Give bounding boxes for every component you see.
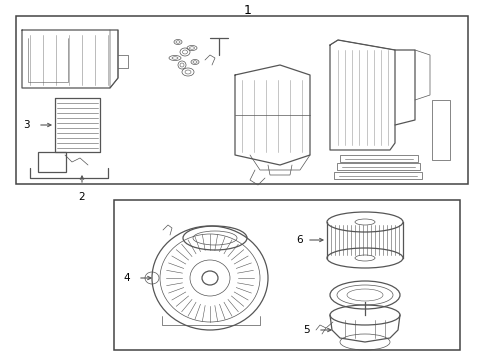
Text: 6: 6 <box>296 235 303 245</box>
Text: 2: 2 <box>79 192 85 202</box>
Bar <box>38 152 66 172</box>
Bar <box>114 200 460 350</box>
Text: 5: 5 <box>303 325 310 335</box>
Text: 1: 1 <box>244 4 252 18</box>
Text: 4: 4 <box>123 273 130 283</box>
Bar <box>337 163 420 170</box>
Bar <box>16 16 468 184</box>
Bar <box>432 100 450 160</box>
Text: 3: 3 <box>24 120 30 130</box>
Bar <box>340 155 418 162</box>
Bar <box>334 172 422 179</box>
